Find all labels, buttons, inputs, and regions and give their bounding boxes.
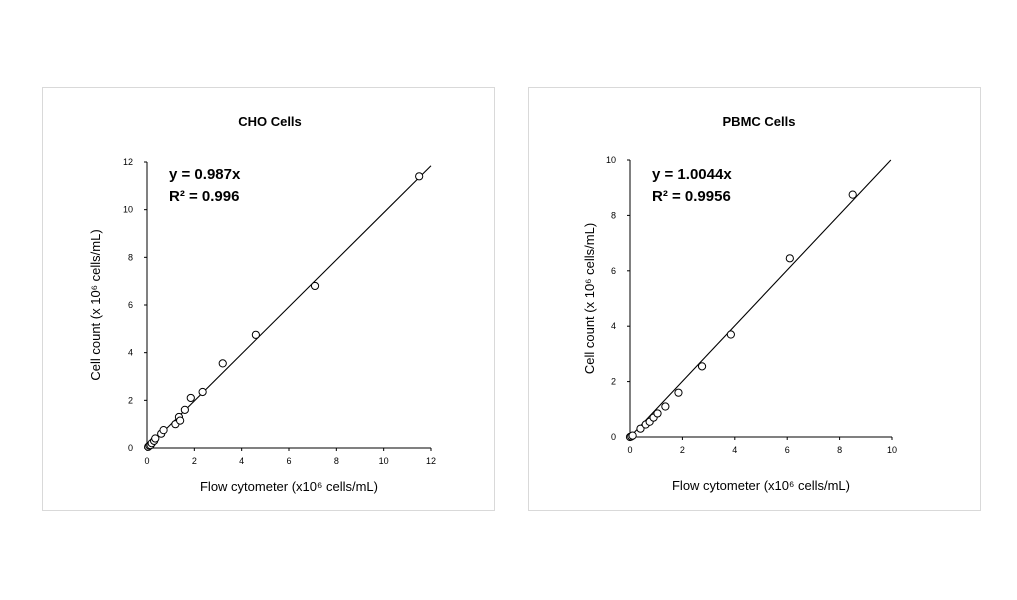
x-axis-title: Flow cytometer (x10⁶ cells/mL) — [200, 479, 378, 494]
x-tick-label: 8 — [837, 445, 842, 455]
y-axis-title: Cell count (x 10⁶ cells/mL) — [582, 223, 597, 374]
y-tick-label: 0 — [128, 443, 133, 453]
chart-title: PBMC Cells — [723, 114, 796, 129]
data-point — [151, 434, 160, 443]
y-tick-label: 4 — [128, 348, 133, 358]
data-point — [176, 416, 185, 425]
pbmc-chart-svg: PBMC Cells 0 2 4 6 8 10 0 2 4 6 8 10 Flow cytometer (… — [582, 114, 897, 493]
trendline — [146, 165, 432, 449]
data-point — [674, 388, 683, 397]
data-point — [310, 281, 320, 291]
data-point — [726, 330, 735, 339]
x-tick-label: 4 — [732, 445, 737, 455]
data-point — [159, 426, 168, 435]
data-point — [785, 254, 794, 263]
x-tick-label: 0 — [144, 456, 149, 466]
trendline-equation: y = 1.0044x — [652, 166, 732, 183]
chart-title: CHO Cells — [238, 114, 302, 129]
x-tick-label: 6 — [286, 456, 291, 466]
y-tick-label: 10 — [606, 155, 616, 165]
data-point — [180, 405, 189, 414]
data-point — [218, 359, 227, 368]
x-tick-label: 2 — [680, 445, 685, 455]
y-tick-label: 2 — [611, 377, 616, 387]
data-point — [198, 387, 207, 397]
cho-chart-svg: CHO Cells 0 2 4 6 8 10 12 0 2 4 6 8 10 12 Flow cytomete… — [88, 114, 436, 494]
data-point — [415, 172, 424, 181]
pbmc-chart-panel: PBMC Cells 0 2 4 6 8 10 0 2 4 6 8 10 Flow cytometer (… — [528, 87, 981, 511]
x-axis-title: Flow cytometer (x10⁶ cells/mL) — [672, 478, 850, 493]
x-tick-label: 12 — [426, 456, 436, 466]
data-point — [251, 330, 260, 339]
y-axis-title: Cell count (x 10⁶ cells/mL) — [88, 229, 103, 380]
x-tick-label: 4 — [239, 456, 244, 466]
r-squared-label: R² = 0.9956 — [652, 188, 731, 205]
trendline — [629, 159, 892, 438]
x-tick-label: 0 — [627, 445, 632, 455]
y-tick-label: 10 — [123, 205, 133, 215]
data-point — [661, 402, 670, 411]
x-tick-label: 10 — [887, 445, 897, 455]
data-point — [653, 409, 662, 418]
data-point — [636, 424, 645, 433]
data-point — [697, 362, 707, 371]
data-point — [628, 431, 637, 440]
x-tick-label: 10 — [379, 456, 389, 466]
data-point — [848, 190, 857, 199]
y-tick-label: 6 — [128, 300, 133, 310]
x-tick-label: 6 — [785, 445, 790, 455]
x-tick-label: 2 — [192, 456, 197, 466]
data-point — [186, 393, 195, 403]
y-tick-label: 0 — [611, 432, 616, 442]
y-tick-label: 12 — [123, 157, 133, 167]
r-squared-label: R² = 0.996 — [169, 188, 239, 205]
cho-chart-panel: CHO Cells 0 2 4 6 8 10 12 0 2 4 6 8 10 12 Flow cytomete… — [42, 87, 495, 511]
y-tick-label: 8 — [611, 210, 616, 220]
y-tick-label: 4 — [611, 321, 616, 331]
y-tick-label: 8 — [128, 252, 133, 262]
trendline-equation: y = 0.987x — [169, 166, 241, 183]
x-tick-label: 8 — [334, 456, 339, 466]
y-tick-label: 2 — [128, 395, 133, 405]
y-tick-label: 6 — [611, 266, 616, 276]
